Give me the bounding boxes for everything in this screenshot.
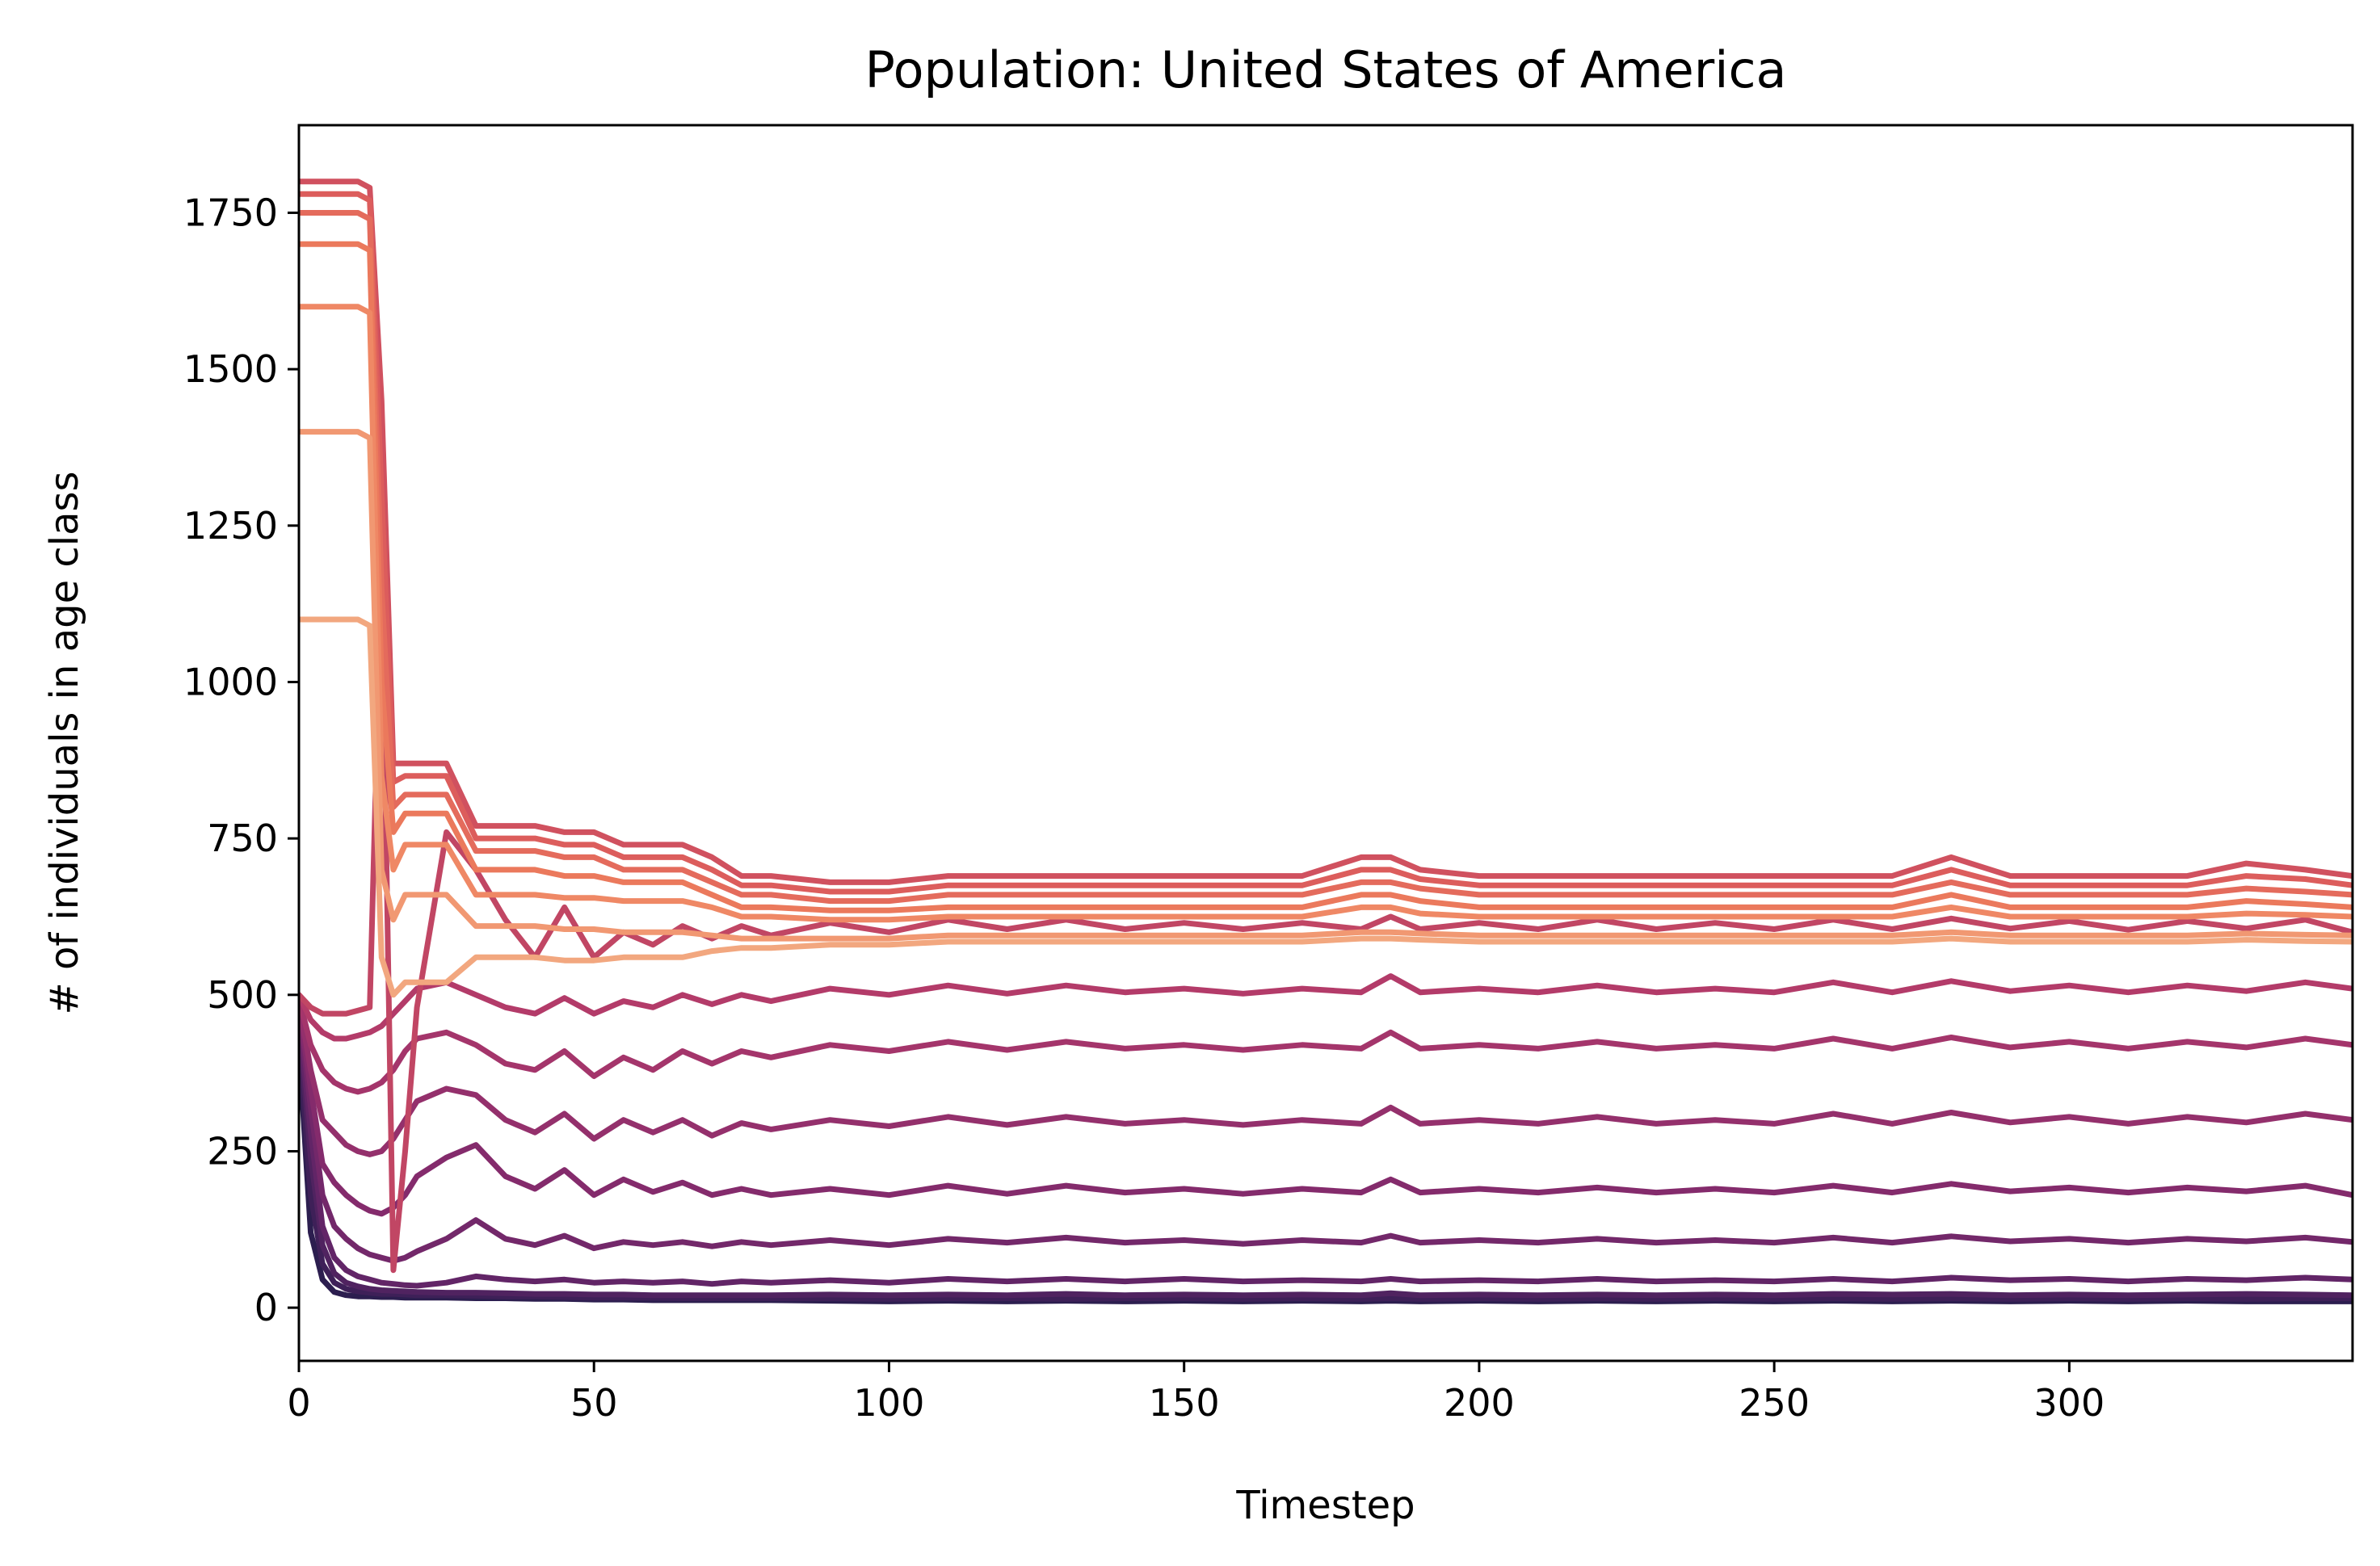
series-line-4: [299, 1010, 2353, 1289]
y-tick-label: 500: [207, 973, 278, 1017]
series-line-8: [299, 995, 2353, 1095]
y-tick-label: 1500: [183, 347, 278, 391]
y-tick-label: 250: [207, 1129, 278, 1173]
x-tick-label: 200: [1444, 1381, 1515, 1425]
series-layer: [299, 178, 2353, 1304]
series-line-10: [299, 566, 2353, 1274]
y-tick-label: 1750: [183, 191, 278, 234]
plot-frame: [297, 124, 2354, 1362]
series-line-9: [299, 973, 2353, 1042]
x-tick-label: 250: [1739, 1381, 1810, 1425]
y-tick-label: 750: [207, 817, 278, 860]
y-axis-label: # of individuals in age class: [42, 471, 87, 1014]
axes-layer: 0 50 100 150 200 250 300 0 250 500 750 1000 1250 1500…: [183, 191, 2105, 1425]
x-tick-label: 300: [2033, 1381, 2105, 1425]
series-line-16: [299, 429, 2353, 942]
series-line-14: [299, 241, 2353, 913]
x-tick-label: 0: [287, 1381, 310, 1425]
x-tick-label: 150: [1149, 1381, 1220, 1425]
x-axis-label: Timestep: [1235, 1483, 1415, 1528]
chart-title: Population: United States of America: [864, 40, 1786, 99]
y-tick-label: 1000: [183, 660, 278, 703]
y-tick-label: 1250: [183, 504, 278, 548]
series-line-15: [299, 304, 2353, 923]
series-line-2: [299, 1029, 2353, 1302]
series-line-13: [299, 210, 2353, 905]
series-line-5: [299, 1004, 2353, 1264]
series-line-17: [299, 616, 2353, 998]
x-tick-label: 50: [570, 1381, 618, 1425]
series-line-3: [299, 1017, 2353, 1299]
series-line-12: [299, 191, 2353, 895]
x-tick-label: 100: [854, 1381, 925, 1425]
series-line-7: [299, 998, 2353, 1157]
y-tick-label: 0: [254, 1286, 278, 1329]
series-line-11: [299, 178, 2353, 885]
